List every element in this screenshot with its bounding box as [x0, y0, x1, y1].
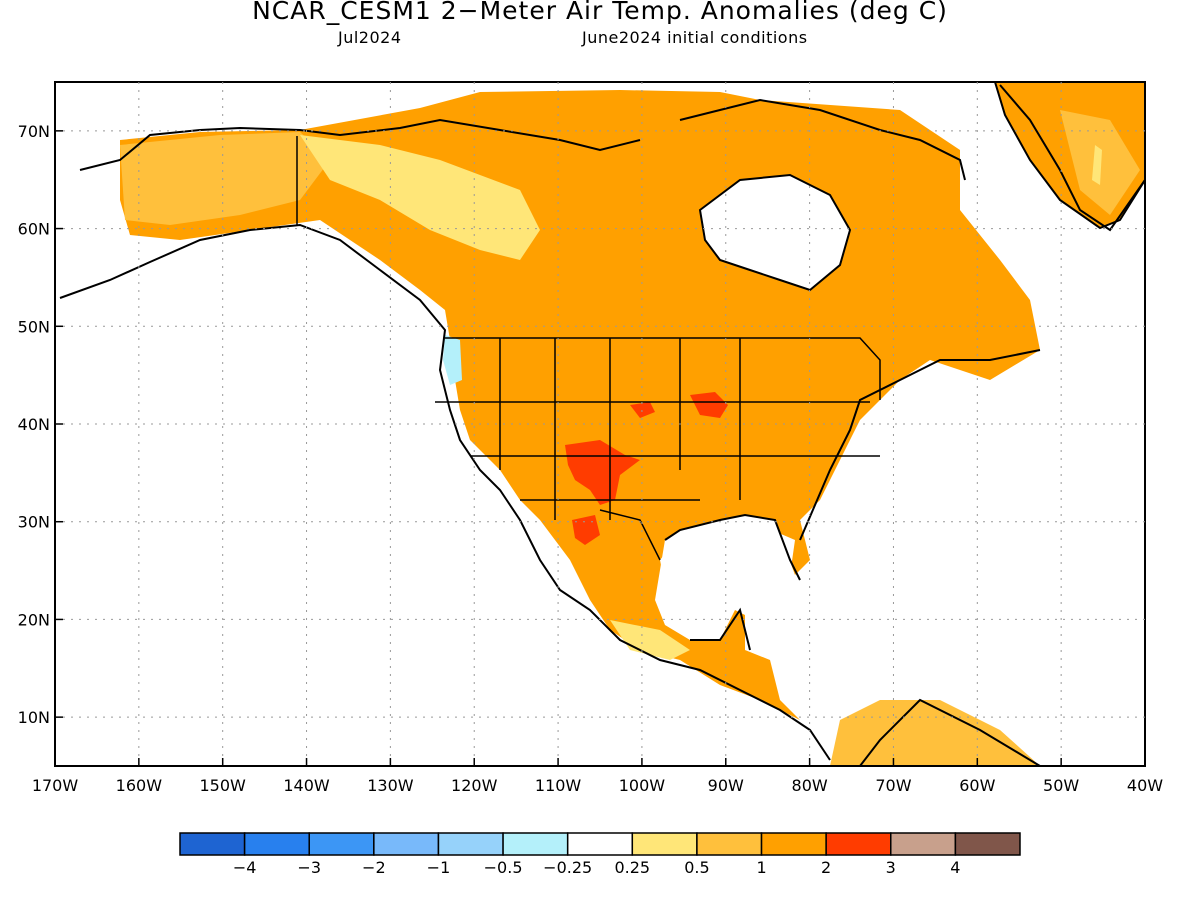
colorbar-swatch: [890, 832, 957, 856]
lon-label: 140W: [283, 776, 330, 795]
map-field: [59, 82, 1145, 766]
lon-label: 130W: [367, 776, 414, 795]
colorbar-swatch: [243, 832, 310, 856]
lon-label: 160W: [116, 776, 163, 795]
lat-label: 50N: [18, 317, 50, 336]
colorbar-swatch: [566, 832, 634, 856]
political-borders: [296, 136, 881, 561]
colorbar-label: 4: [950, 858, 960, 877]
colorbar-label: 2: [821, 858, 831, 877]
colorbar-swatch: [954, 832, 1021, 856]
lon-label: 110W: [535, 776, 582, 795]
anomaly-region-greenland-yellow: [1092, 145, 1102, 185]
colorbar-label: −0.25: [543, 858, 592, 877]
colorbar-swatch: [825, 832, 892, 856]
colorbar-swatch: [373, 832, 440, 856]
lat-label: 20N: [18, 610, 50, 629]
lon-label: 40W: [1127, 776, 1163, 795]
gulf-of-mexico: [660, 522, 795, 615]
colorbar-swatch: [308, 832, 375, 856]
colorbar-label: 1: [756, 858, 766, 877]
colorbar-swatch: [760, 832, 827, 856]
colorbar-swatch: [696, 832, 763, 856]
lat-label: 30N: [18, 513, 50, 532]
lon-label: 50W: [1043, 776, 1079, 795]
colorbar-swatch: [179, 832, 246, 856]
anomaly-core-plains: [630, 402, 655, 418]
map-title: NCAR_CESM1 2−Meter Air Temp. Anomalies (…: [252, 0, 948, 25]
lat-label: 70N: [18, 122, 50, 141]
lon-label: 100W: [619, 776, 666, 795]
lat-label: 40N: [18, 415, 50, 434]
lat-label: 10N: [18, 708, 50, 727]
lon-label: 80W: [792, 776, 828, 795]
anomaly-region-yellow-mx: [610, 620, 690, 660]
lon-label: 90W: [708, 776, 744, 795]
colorbar-swatch: [437, 832, 504, 856]
lon-label: 120W: [451, 776, 498, 795]
axis-ticks: [54, 130, 1146, 766]
colorbar-swatch: [631, 832, 698, 856]
colorbar-labels: −4 −3 −2 −1 −0.5 −0.25 0.25 0.5 1 2 3 4: [233, 858, 961, 877]
colorbar-label: −2: [362, 858, 386, 877]
lon-label: 60W: [959, 776, 995, 795]
coastline-hudson: [698, 173, 852, 292]
colorbar-label: −1: [427, 858, 451, 877]
colorbar-label: −4: [233, 858, 257, 877]
colorbar-label: 0.25: [614, 858, 650, 877]
anomaly-region-cool: [443, 335, 462, 385]
initial-conditions-label: June2024 initial conditions: [582, 28, 808, 47]
anomaly-region-light: [120, 132, 330, 225]
colorbar: [179, 832, 1021, 856]
hudson-bay: [700, 175, 850, 290]
colorbar-label: 0.5: [684, 858, 709, 877]
colorbar-label: −3: [297, 858, 321, 877]
colorbar-swatch: [502, 832, 569, 856]
lon-label: 150W: [200, 776, 247, 795]
latitude-labels: 10N 20N 30N 40N 50N 60N 70N: [18, 122, 50, 727]
lat-label: 60N: [18, 220, 50, 239]
valid-month: Jul2024: [338, 28, 402, 47]
anomaly-core-mexico: [572, 515, 600, 545]
gridlines: [55, 82, 1145, 766]
lon-label: 70W: [875, 776, 911, 795]
longitude-labels: 170W 160W 150W 140W 130W 120W 110W 100W 90W 80W 70…: [32, 776, 1163, 795]
coastline-greenland: [994, 82, 1145, 230]
anomaly-core-midwest: [690, 392, 728, 418]
colorbar-label: 3: [886, 858, 896, 877]
anomaly-region-yellow-sa: [830, 700, 1040, 766]
colorbar-label: −0.5: [484, 858, 523, 877]
lon-label: 170W: [32, 776, 79, 795]
